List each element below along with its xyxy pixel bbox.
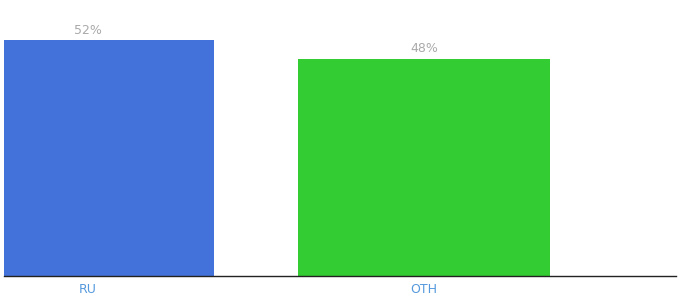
Bar: [298, 58, 550, 276]
Text: 52%: 52%: [74, 24, 102, 37]
Bar: [0, 40, 214, 276]
Text: 48%: 48%: [410, 42, 438, 55]
